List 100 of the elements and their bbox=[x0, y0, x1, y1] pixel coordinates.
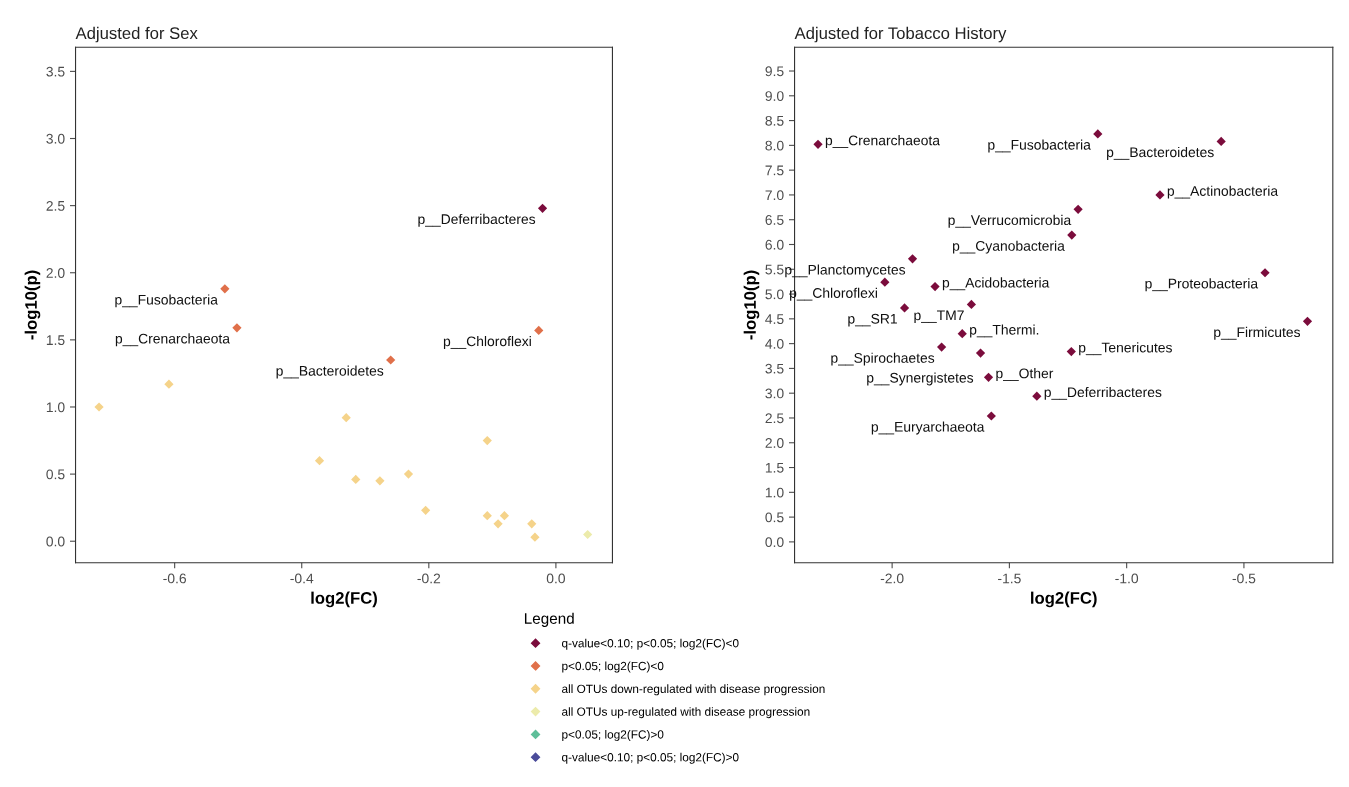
point bbox=[907, 254, 918, 264]
point bbox=[386, 355, 396, 365]
point bbox=[1093, 129, 1103, 139]
y-tick-label: 0.0 bbox=[765, 537, 784, 548]
annotation: p__Acidobacteria bbox=[942, 277, 1050, 291]
y-tick-label: 8.0 bbox=[765, 140, 784, 151]
point bbox=[499, 511, 510, 521]
annotation: p__Euryarchaeota bbox=[871, 421, 985, 435]
y-tick-label: 3.5 bbox=[46, 66, 65, 77]
point bbox=[482, 511, 492, 521]
annotation: p__Bacteroidetes bbox=[1107, 146, 1214, 160]
x-tick-label: -2.0 bbox=[880, 573, 904, 584]
annotation: p__Cyanobacteria bbox=[953, 240, 1065, 254]
y-tick-label: 6.0 bbox=[765, 239, 784, 250]
y-tick-label: 1.0 bbox=[46, 402, 65, 413]
y-tick-label: 4.5 bbox=[765, 314, 784, 325]
point bbox=[1260, 268, 1270, 278]
point bbox=[232, 323, 242, 333]
annotation: p__Synergistetes bbox=[867, 372, 974, 386]
y-tick-label: 2.0 bbox=[46, 268, 65, 278]
point bbox=[986, 411, 996, 421]
y-tick-label: 5.5 bbox=[765, 264, 784, 275]
point bbox=[966, 299, 976, 310]
point bbox=[880, 277, 890, 287]
annotation: p__Thermi. bbox=[970, 324, 1039, 338]
y-tick-label: 0.5 bbox=[46, 469, 65, 480]
point bbox=[583, 529, 593, 540]
annotation: p__Fusobacteria bbox=[115, 294, 218, 308]
point bbox=[957, 329, 967, 339]
annotation: p__Firmicutes bbox=[1214, 326, 1301, 340]
point bbox=[1032, 391, 1042, 401]
point bbox=[351, 474, 361, 485]
annotation: p__SR1 bbox=[848, 313, 897, 327]
point bbox=[164, 379, 174, 389]
point bbox=[530, 532, 540, 542]
y-tick-label: 8.5 bbox=[765, 115, 784, 126]
annotation: p__Deferribacteres bbox=[1044, 386, 1162, 400]
point bbox=[983, 372, 994, 382]
y-tick-label: 3.0 bbox=[46, 133, 65, 144]
chart-title: Adjusted for Tobacco History bbox=[794, 26, 1007, 43]
y-tick-label: 7.5 bbox=[765, 165, 784, 176]
y-tick-label: 2.5 bbox=[765, 413, 784, 424]
y-axis-title: -log10(p) bbox=[743, 270, 760, 340]
x-tick-label: -1.5 bbox=[998, 573, 1021, 584]
y-tick-label: 1.5 bbox=[46, 335, 65, 346]
y-tick-label: 2.5 bbox=[46, 200, 65, 211]
y-tick-label: 2.0 bbox=[765, 438, 784, 448]
x-axis-title: log2(FC) bbox=[311, 591, 377, 608]
x-tick-label: 0.0 bbox=[546, 573, 566, 584]
point bbox=[314, 456, 325, 466]
point bbox=[220, 284, 230, 294]
x-tick-label: -0.2 bbox=[417, 573, 441, 584]
y-tick-label: 7.0 bbox=[765, 190, 784, 201]
y-tick-label: 0.5 bbox=[765, 512, 784, 523]
annotation: p__Spirochaetes bbox=[831, 352, 935, 366]
legend-label: p<0.05; log2(FC)<0 bbox=[562, 661, 664, 673]
y-tick-label: 0.0 bbox=[46, 536, 65, 547]
legend-label: p<0.05; log2(FC)>0 bbox=[562, 729, 664, 741]
point bbox=[1066, 346, 1076, 357]
point bbox=[1067, 230, 1077, 240]
x-tick-label: -1.0 bbox=[1115, 573, 1139, 584]
annotation: p__Deferribacteres bbox=[418, 213, 536, 227]
annotation: p__Chloroflexi bbox=[443, 336, 531, 349]
x-tick-label: -0.4 bbox=[290, 573, 314, 584]
annotation: p__TM7 bbox=[914, 310, 964, 323]
point bbox=[482, 435, 492, 446]
y-tick-label: 9.5 bbox=[765, 66, 784, 77]
x-tick-label: -0.5 bbox=[1232, 573, 1256, 584]
y-tick-label: 5.0 bbox=[765, 289, 784, 300]
annotation: p__Other bbox=[996, 368, 1054, 382]
point bbox=[1155, 190, 1165, 200]
y-axis-title: -log10(p) bbox=[24, 270, 41, 340]
annotation: p__Crenarchaeota bbox=[825, 135, 941, 149]
legend-label: all OTUs up-regulated with disease progression bbox=[562, 707, 810, 719]
point bbox=[421, 505, 431, 515]
annotation: p__Actinobacteria bbox=[1167, 185, 1279, 199]
annotation: p__Proteobacteria bbox=[1145, 278, 1259, 292]
annotation: p__Fusobacteria bbox=[988, 139, 1091, 153]
legend-label: q-value<0.10; p<0.05; log2(FC)>0 bbox=[562, 752, 739, 764]
x-axis-title: log2(FC) bbox=[1031, 591, 1097, 608]
y-tick-label: 1.5 bbox=[765, 463, 784, 473]
point bbox=[527, 519, 537, 529]
point bbox=[534, 325, 544, 336]
point bbox=[813, 139, 823, 149]
y-tick-label: 6.5 bbox=[765, 215, 784, 225]
annotation: p__Tenericutes bbox=[1079, 342, 1172, 356]
legend-label: all OTUs down-regulated with disease progression bbox=[562, 684, 825, 696]
point bbox=[94, 402, 104, 412]
point bbox=[537, 203, 548, 213]
point bbox=[1216, 136, 1226, 146]
y-tick-label: 3.5 bbox=[765, 363, 784, 374]
x-tick-label: -0.6 bbox=[163, 573, 187, 584]
point bbox=[493, 519, 503, 529]
y-tick-label: 4.0 bbox=[765, 338, 784, 349]
point bbox=[375, 476, 385, 486]
y-tick-label: 3.0 bbox=[765, 388, 784, 399]
point bbox=[937, 342, 947, 352]
point bbox=[341, 413, 351, 423]
point bbox=[403, 469, 414, 479]
point bbox=[975, 348, 986, 358]
